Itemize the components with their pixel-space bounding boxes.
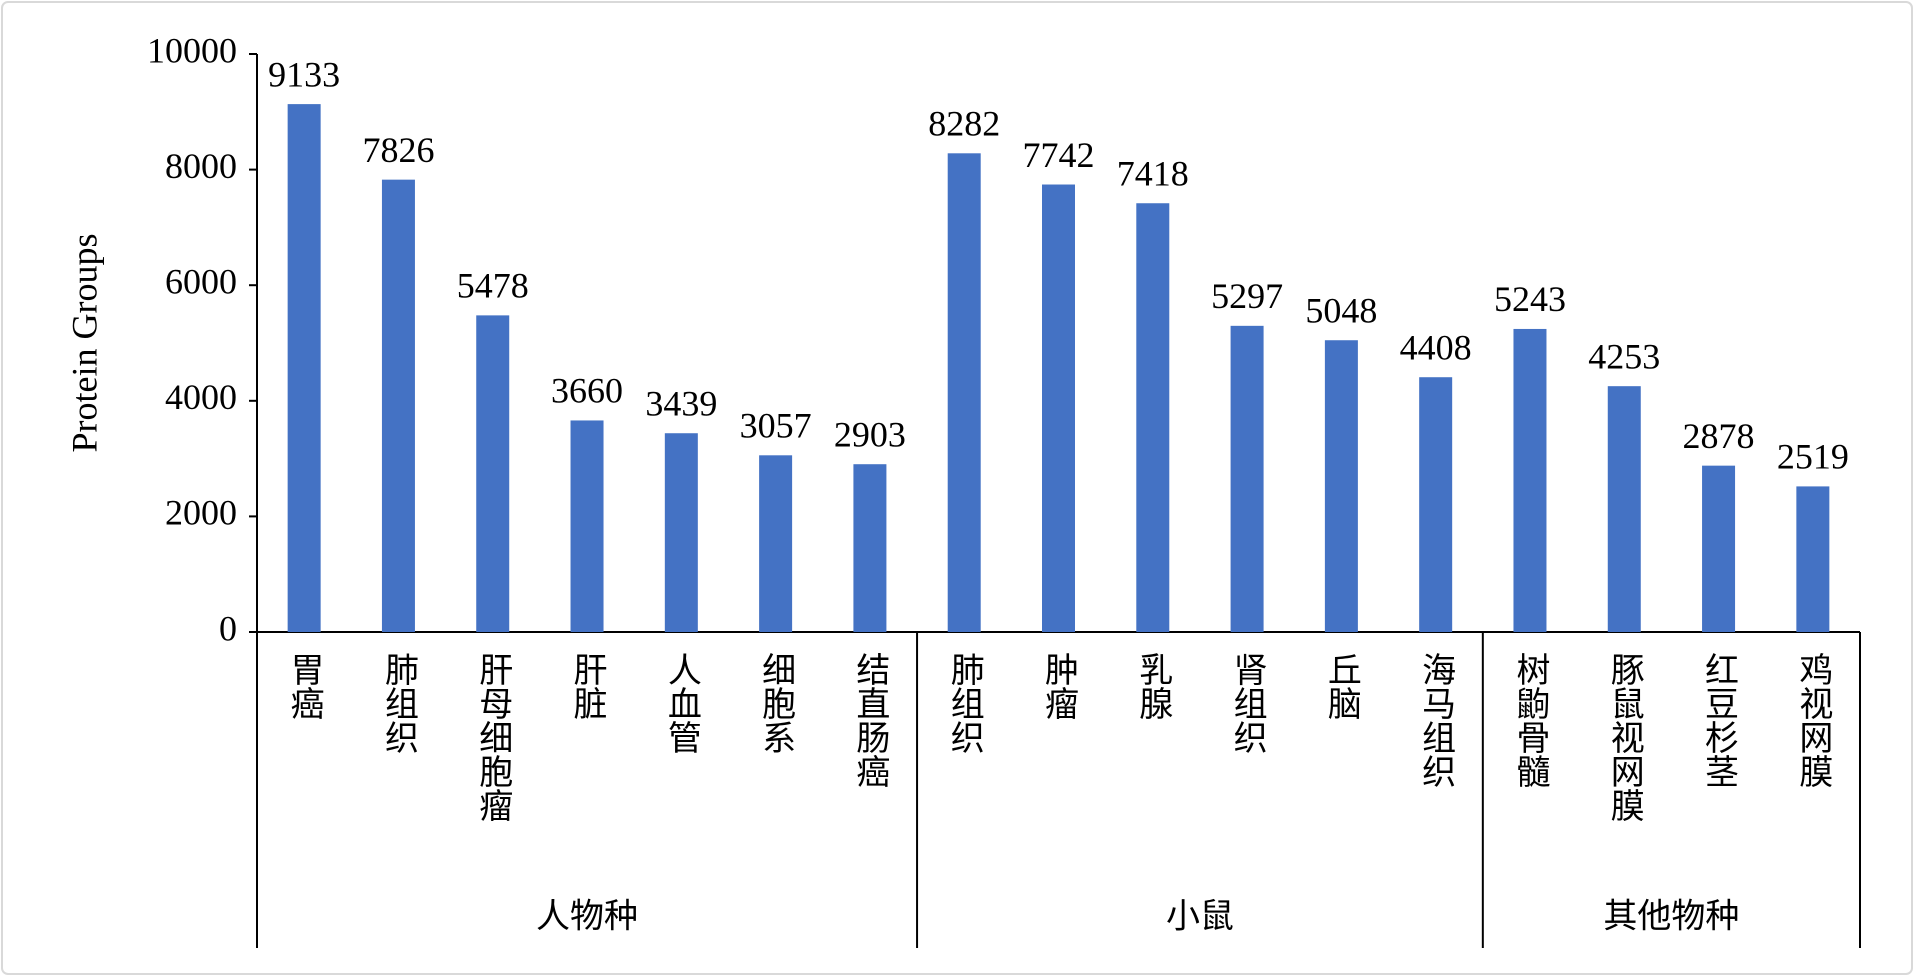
value-label: 9133 [268,54,340,94]
x-tick-label: 肺组织 [944,652,984,754]
bar [287,104,321,632]
x-tick-label: 红豆杉茎 [1699,652,1739,788]
value-label: 4253 [1588,336,1660,376]
bar [381,179,415,632]
value-label: 7418 [1117,154,1189,194]
value-label: 7826 [362,130,434,170]
y-tick-label: 0 [219,608,237,648]
x-tick-label: 肝脏 [567,652,607,720]
value-label: 4408 [1400,327,1472,367]
value-label: 5048 [1305,290,1377,330]
x-tick-label: 胃癌 [284,652,324,720]
x-tick-label: 肺组织 [378,652,418,754]
y-tick-label: 8000 [165,146,237,186]
value-label: 3057 [740,406,812,446]
value-label: 5478 [457,266,529,306]
bar [1796,486,1830,632]
group-label: 其他物种 [1603,897,1739,937]
x-tick-label: 乳腺 [1133,652,1173,720]
x-tick-label: 人血管 [661,652,701,754]
bar [853,464,887,632]
value-label: 5297 [1211,276,1283,316]
x-tick-label: 树鼩骨髓 [1510,652,1550,788]
x-tick-label: 豚鼠视网膜 [1604,652,1644,822]
y-tick-label: 10000 [147,30,237,70]
value-label: 3660 [551,371,623,411]
bar [1513,328,1547,632]
bar [476,315,510,632]
bar [1607,386,1641,632]
x-tick-label: 肝母细胞瘤 [473,652,513,822]
bar [1136,203,1170,632]
bar [759,455,793,632]
value-label: 5243 [1494,279,1566,319]
x-tick-label: 肾组织 [1227,652,1267,754]
x-tick-label: 结直肠癌 [850,652,890,788]
bar [1042,184,1075,633]
bar [1324,340,1358,632]
x-tick-label: 丘脑 [1321,652,1361,720]
bar [1419,377,1453,632]
bar [1702,465,1736,632]
bar [947,153,981,632]
value-label: 8282 [928,104,1000,144]
y-tick-label: 2000 [165,493,237,533]
x-tick-label: 海马组织 [1416,652,1456,788]
value-label: 2903 [834,414,906,454]
x-tick-label: 肿瘤 [1039,652,1079,720]
value-label: 3439 [645,383,717,423]
y-axis-label: Protein Groups [64,234,104,453]
value-label: 2878 [1683,416,1755,456]
bar [1230,325,1264,632]
y-tick-label: 6000 [165,261,237,301]
x-tick-label: 细胞系 [756,652,796,754]
y-tick-label: 4000 [165,377,237,417]
bar [570,420,604,632]
bar [664,433,698,632]
value-label: 2519 [1777,437,1849,477]
value-label: 7742 [1023,135,1095,175]
group-label: 小鼠 [1166,897,1234,937]
group-label: 人物种 [536,897,638,937]
x-tick-label: 鸡视网膜 [1793,652,1833,788]
